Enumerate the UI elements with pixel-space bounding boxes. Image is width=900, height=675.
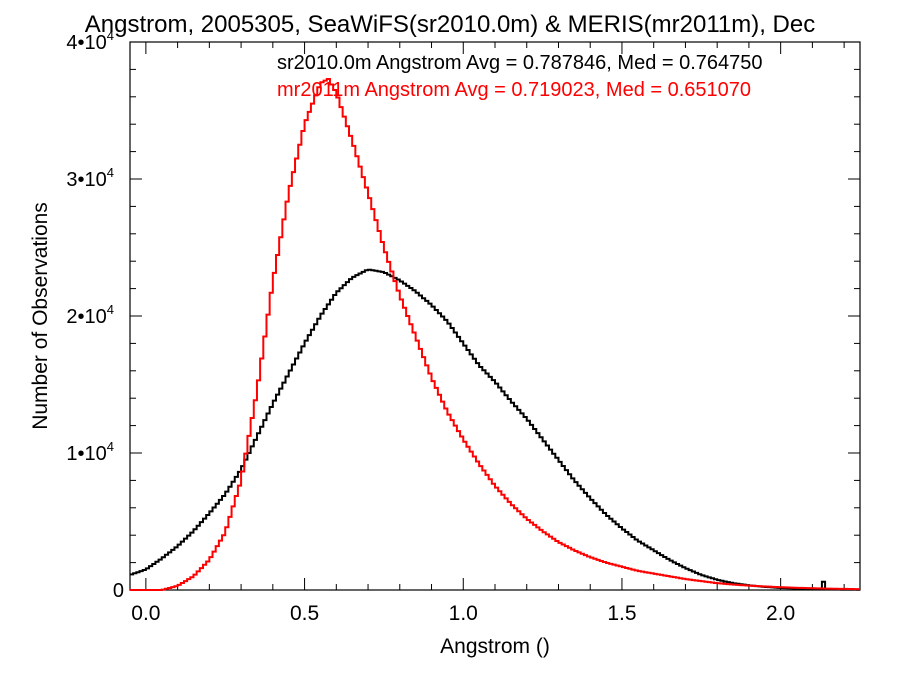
y-tick-label: 4•104: [66, 28, 114, 54]
x-tick-label: 1.0: [449, 602, 478, 625]
x-tick-label: 1.5: [607, 602, 636, 625]
y-tick-label: 2•104: [66, 302, 114, 328]
plot-area: 0.0 0.5 1.0 1.5 2.0 0 1•104 2•104 3•104 4•104: [66, 28, 861, 625]
y-tick-label: 1•104: [66, 439, 114, 465]
y-axis-label: Number of Observations: [29, 202, 52, 430]
y-tick-label: 3•104: [66, 165, 114, 191]
legend-entry-sr2010: sr2010.0m Angstrom Avg = 0.787846, Med =…: [277, 52, 763, 74]
x-tick-label: 2.0: [766, 602, 795, 625]
series-line-mr2011m: [130, 77, 860, 591]
x-tick-label: 0.0: [131, 602, 160, 625]
series-line-sr2010.0m: [130, 268, 860, 591]
y-tick-label: 0: [113, 580, 124, 602]
x-axis-label: Angstrom (): [440, 635, 550, 658]
chart-title: Angstrom, 2005305, SeaWiFS(sr2010.0m) & …: [85, 11, 815, 38]
x-tick-label: 0.5: [290, 602, 319, 625]
legend-entry-mr2011: mr2011m Angstrom Avg = 0.719023, Med = 0…: [277, 79, 751, 101]
plot-frame: [129, 41, 861, 591]
